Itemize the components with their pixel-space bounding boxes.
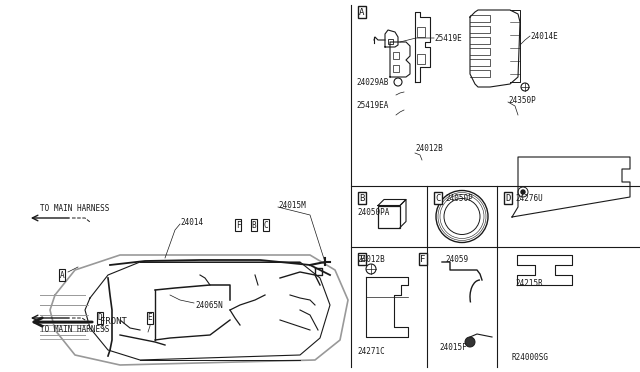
Text: R24000SG: R24000SG <box>512 353 549 362</box>
Bar <box>393 65 399 72</box>
Text: 24015M: 24015M <box>278 201 306 209</box>
Text: D: D <box>98 314 102 323</box>
Bar <box>378 205 400 228</box>
Text: TO MAIN HARNESS: TO MAIN HARNESS <box>40 203 109 212</box>
Text: 24276U: 24276U <box>515 193 543 202</box>
Text: 24215R: 24215R <box>515 279 543 289</box>
Bar <box>417 54 425 64</box>
Text: B: B <box>252 221 256 230</box>
Text: 24050P: 24050P <box>445 193 473 202</box>
Text: F: F <box>236 221 240 230</box>
Text: 25419E: 25419E <box>434 33 461 42</box>
Text: 24029AB: 24029AB <box>356 77 388 87</box>
Text: 24014E: 24014E <box>530 32 557 41</box>
Text: F: F <box>420 254 426 263</box>
Text: FRONT: FRONT <box>100 317 127 327</box>
Text: 24271C: 24271C <box>357 347 385 356</box>
Text: 24015F: 24015F <box>439 343 467 352</box>
Bar <box>388 39 393 44</box>
Text: 24050PA: 24050PA <box>357 208 389 217</box>
Text: 24059: 24059 <box>445 254 468 263</box>
Text: C: C <box>435 193 441 202</box>
Text: A: A <box>359 7 365 16</box>
Bar <box>417 27 425 37</box>
Text: D: D <box>506 193 511 202</box>
Bar <box>393 52 399 59</box>
Circle shape <box>465 337 475 347</box>
Text: E: E <box>148 314 152 323</box>
Text: 24014: 24014 <box>180 218 203 227</box>
Circle shape <box>521 190 525 194</box>
Text: 24012B: 24012B <box>357 254 385 263</box>
Text: 24012B: 24012B <box>415 144 443 153</box>
Text: TO MAIN HARNESS: TO MAIN HARNESS <box>40 326 109 334</box>
Text: B: B <box>359 193 365 202</box>
Text: 24350P: 24350P <box>508 96 536 105</box>
Text: C: C <box>264 221 268 230</box>
Text: A: A <box>60 270 64 279</box>
Text: 25419EA: 25419EA <box>356 100 388 109</box>
Text: 24065N: 24065N <box>195 301 223 310</box>
Text: E: E <box>359 254 365 263</box>
